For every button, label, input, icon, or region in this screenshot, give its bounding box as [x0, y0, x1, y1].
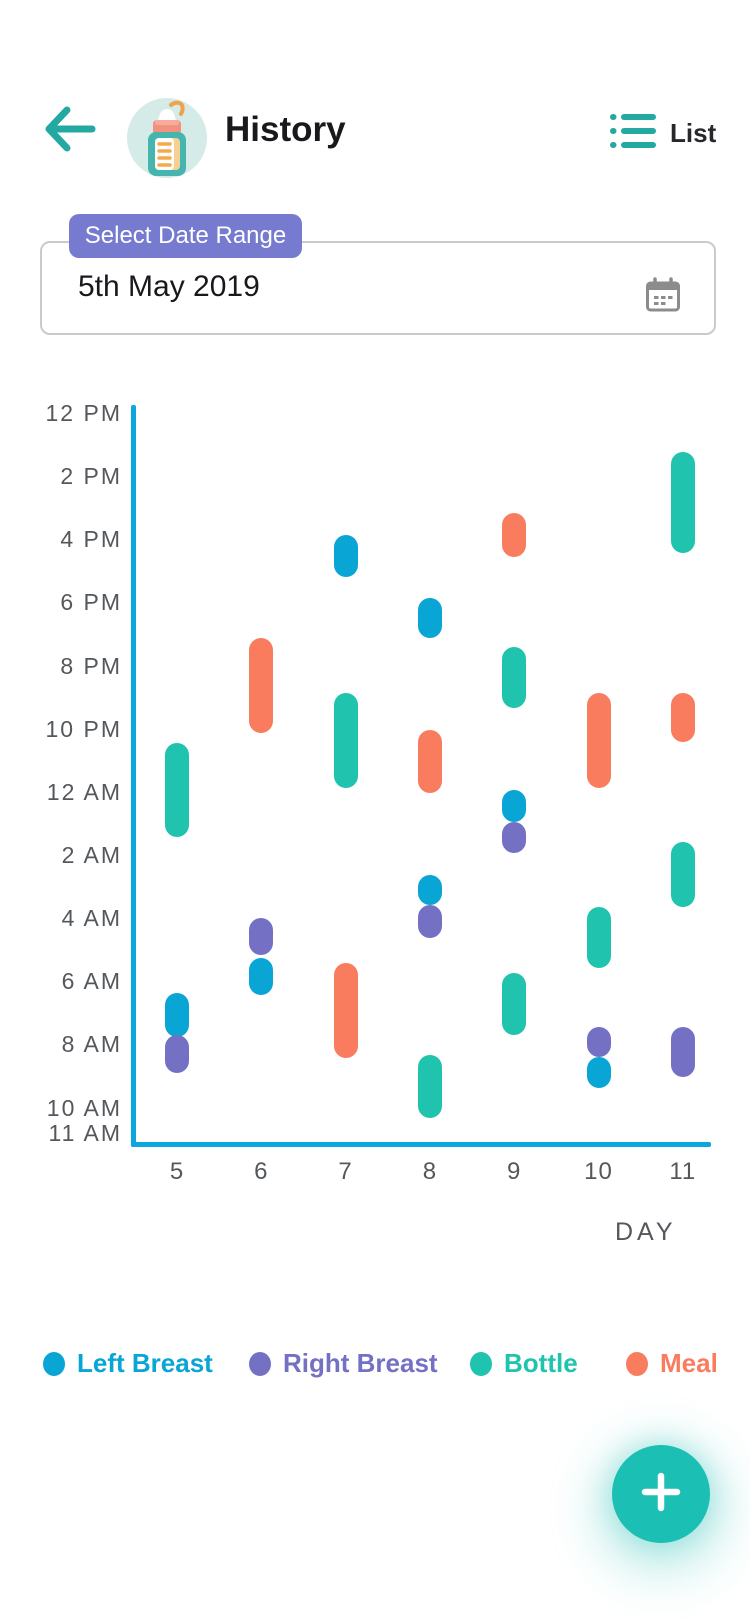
- back-button[interactable]: [42, 103, 98, 155]
- x-axis-label: 6: [254, 1158, 269, 1185]
- y-axis-line: [131, 405, 136, 1147]
- event-pill[interactable]: [249, 957, 274, 995]
- list-view-button[interactable]: List: [610, 112, 716, 155]
- legend-item-meal[interactable]: Meal: [626, 1348, 718, 1379]
- y-axis-label: 4 AM: [61, 905, 122, 932]
- event-pill[interactable]: [670, 452, 695, 553]
- legend-label: Bottle: [504, 1348, 578, 1378]
- add-entry-fab[interactable]: [612, 1445, 710, 1543]
- event-pill[interactable]: [249, 637, 274, 733]
- legend-label: Meal: [660, 1348, 718, 1378]
- event-pill[interactable]: [670, 1026, 695, 1077]
- event-pill[interactable]: [165, 1034, 189, 1073]
- y-axis-label: 2 AM: [61, 841, 122, 868]
- event-pill[interactable]: [502, 789, 527, 822]
- plus-icon: [640, 1471, 682, 1518]
- event-pill[interactable]: [586, 1026, 611, 1057]
- legend-item-bottle[interactable]: Bottle: [470, 1348, 578, 1379]
- event-pill[interactable]: [333, 962, 358, 1058]
- y-axis-label: 2 PM: [60, 463, 122, 490]
- legend-label: Left Breast: [77, 1348, 213, 1378]
- event-pill[interactable]: [417, 874, 442, 905]
- y-axis-label: 10 AM: [46, 1094, 122, 1121]
- event-pill[interactable]: [586, 693, 611, 789]
- legend-label: Right Breast: [283, 1348, 438, 1378]
- event-pill[interactable]: [417, 1054, 442, 1118]
- event-pill[interactable]: [670, 693, 695, 742]
- event-pill[interactable]: [333, 693, 358, 789]
- date-range-badge: Select Date Range: [69, 214, 302, 258]
- event-pill[interactable]: [502, 646, 527, 708]
- x-axis-label: 8: [422, 1158, 438, 1185]
- legend-dot-meal: [626, 1351, 648, 1376]
- legend-item-right_breast[interactable]: Right Breast: [249, 1348, 438, 1379]
- arrow-left-icon: [42, 106, 98, 159]
- x-axis-label: 10: [584, 1158, 613, 1185]
- selected-date-value: 5th May 2019: [78, 270, 260, 303]
- y-axis-label: 4 PM: [60, 526, 122, 553]
- y-axis-label: 11 AM: [48, 1120, 122, 1147]
- page-title: History: [225, 110, 346, 149]
- calendar-icon[interactable]: [644, 276, 682, 314]
- y-axis-label: 6 AM: [61, 968, 122, 995]
- event-pill[interactable]: [502, 821, 527, 853]
- legend-dot-left_breast: [43, 1351, 65, 1376]
- x-axis-label: 7: [338, 1158, 353, 1185]
- y-axis-label: 12 PM: [45, 400, 122, 426]
- y-axis-label: 12 AM: [46, 778, 122, 805]
- list-icon: [610, 112, 656, 155]
- y-axis-label: 6 PM: [60, 589, 122, 616]
- y-axis-label: 8 AM: [61, 1031, 122, 1058]
- legend-item-left_breast[interactable]: Left Breast: [43, 1348, 213, 1379]
- x-axis-title: DAY: [615, 1218, 677, 1246]
- chart-legend: Left Breast Right Breast Bottle Meal: [0, 1348, 750, 1380]
- event-pill[interactable]: [165, 742, 189, 837]
- event-pill[interactable]: [586, 906, 611, 968]
- x-axis-label: 11: [669, 1158, 697, 1185]
- event-pill[interactable]: [502, 513, 527, 557]
- x-axis-label: 9: [507, 1158, 522, 1185]
- event-pill[interactable]: [586, 1056, 611, 1088]
- event-pill[interactable]: [165, 992, 189, 1037]
- event-pill[interactable]: [333, 534, 358, 577]
- event-pill[interactable]: [417, 598, 442, 639]
- baby-bottle-icon: [125, 96, 209, 180]
- event-pill[interactable]: [417, 904, 442, 938]
- event-pill[interactable]: [249, 917, 274, 955]
- legend-dot-right_breast: [249, 1351, 271, 1376]
- y-axis-label: 8 PM: [60, 652, 122, 679]
- event-pill[interactable]: [670, 841, 695, 907]
- legend-dot-bottle: [470, 1351, 492, 1376]
- y-axis-label: 10 PM: [45, 715, 122, 742]
- x-axis-label: 5: [169, 1158, 185, 1185]
- list-button-label: List: [670, 118, 717, 148]
- event-pill[interactable]: [417, 729, 442, 793]
- x-axis-line: [131, 1142, 711, 1147]
- event-pill[interactable]: [502, 973, 527, 1035]
